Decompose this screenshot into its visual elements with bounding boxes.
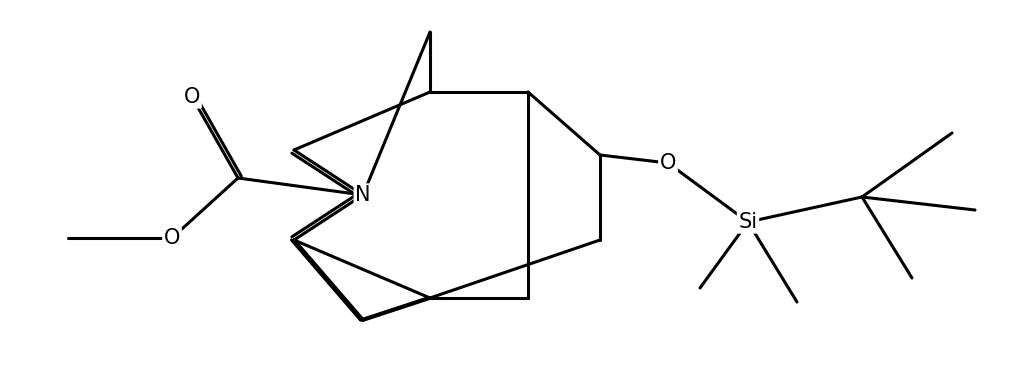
Text: O: O <box>164 228 180 248</box>
Text: O: O <box>659 153 676 173</box>
Text: Si: Si <box>738 212 758 232</box>
Text: O: O <box>184 87 200 107</box>
Text: N: N <box>355 185 371 205</box>
